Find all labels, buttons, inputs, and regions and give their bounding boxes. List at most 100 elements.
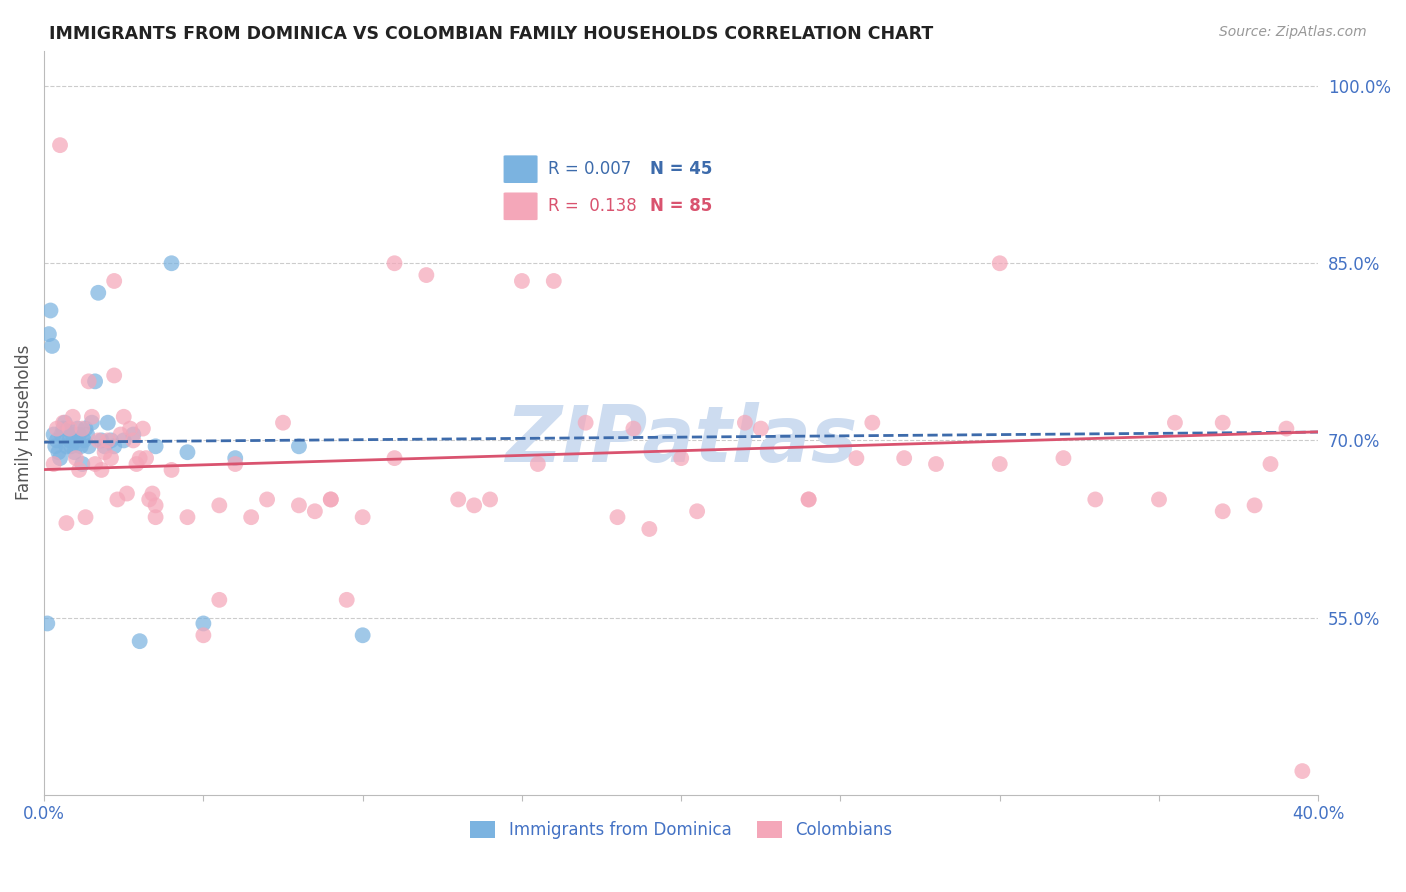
Point [447,492,470,507]
Point [45,421,67,435]
Point [145,439,167,453]
Point [105,492,128,507]
Point [638,522,661,536]
Point [352,510,374,524]
Point [686,504,709,518]
Point [103,439,125,453]
Point [115,486,138,500]
Point [55,439,77,453]
Point [38,327,60,342]
Point [51,427,73,442]
Point [75,510,97,524]
Point [125,457,148,471]
Point [575,416,598,430]
Point [42,457,65,471]
Point [193,628,215,642]
Point [1084,492,1107,507]
Point [145,499,167,513]
Point [77,439,100,453]
Point [55,516,77,530]
Point [67,463,90,477]
Point [132,421,155,435]
Point [160,256,183,270]
Point [988,457,1011,471]
Point [336,592,359,607]
Point [110,427,132,442]
Point [352,628,374,642]
Point [100,451,122,466]
Point [208,592,231,607]
Point [749,421,772,435]
Point [797,492,820,507]
Legend: Immigrants from Dominica, Colombians: Immigrants from Dominica, Colombians [464,814,898,846]
Point [103,368,125,383]
Point [1164,416,1187,430]
Point [90,463,112,477]
Text: IMMIGRANTS FROM DOMINICA VS COLOMBIAN FAMILY HOUSEHOLDS CORRELATION CHART: IMMIGRANTS FROM DOMINICA VS COLOMBIAN FA… [49,25,934,43]
Point [415,268,437,282]
Point [41,339,63,353]
Point [893,451,915,466]
Point [62,409,84,424]
Point [304,504,326,518]
Point [58,421,80,435]
Point [97,416,120,430]
Point [128,634,150,648]
Point [527,457,550,471]
Point [606,510,628,524]
Point [319,492,342,507]
Point [193,616,215,631]
Point [128,451,150,466]
Point [48,445,70,459]
Point [77,375,100,389]
Point [39,303,62,318]
Point [72,421,94,435]
Point [65,434,87,448]
Point [860,416,883,430]
Point [75,421,97,435]
Point [384,451,406,466]
Point [87,434,110,448]
Y-axis label: Family Households: Family Households [15,345,32,500]
Point [224,457,246,471]
Point [56,421,79,435]
Point [240,510,263,524]
Point [1260,457,1282,471]
Point [122,434,145,448]
Point [84,457,107,471]
Point [66,421,89,435]
Point [208,499,231,513]
Point [120,421,142,435]
Point [87,285,110,300]
Point [138,492,160,507]
Point [112,409,135,424]
Point [925,457,948,471]
Point [224,451,246,466]
Point [669,451,692,466]
Point [53,416,76,430]
Point [384,256,406,270]
Point [176,510,198,524]
Point [797,492,820,507]
Text: Source: ZipAtlas.com: Source: ZipAtlas.com [1219,25,1367,39]
Point [463,499,485,513]
Text: N = 85: N = 85 [650,197,713,215]
Point [52,416,75,430]
Point [135,451,157,466]
FancyBboxPatch shape [503,155,537,183]
Point [37,616,59,631]
Point [479,492,502,507]
Point [93,445,115,459]
Point [141,486,163,500]
Point [60,439,83,453]
Point [67,427,90,442]
Point [845,451,868,466]
Point [45,434,67,448]
Text: ZIPatlas: ZIPatlas [505,402,858,478]
Point [1052,451,1074,466]
Point [623,421,645,435]
Point [288,439,311,453]
Point [145,510,167,524]
Point [90,434,112,448]
Point [256,492,278,507]
